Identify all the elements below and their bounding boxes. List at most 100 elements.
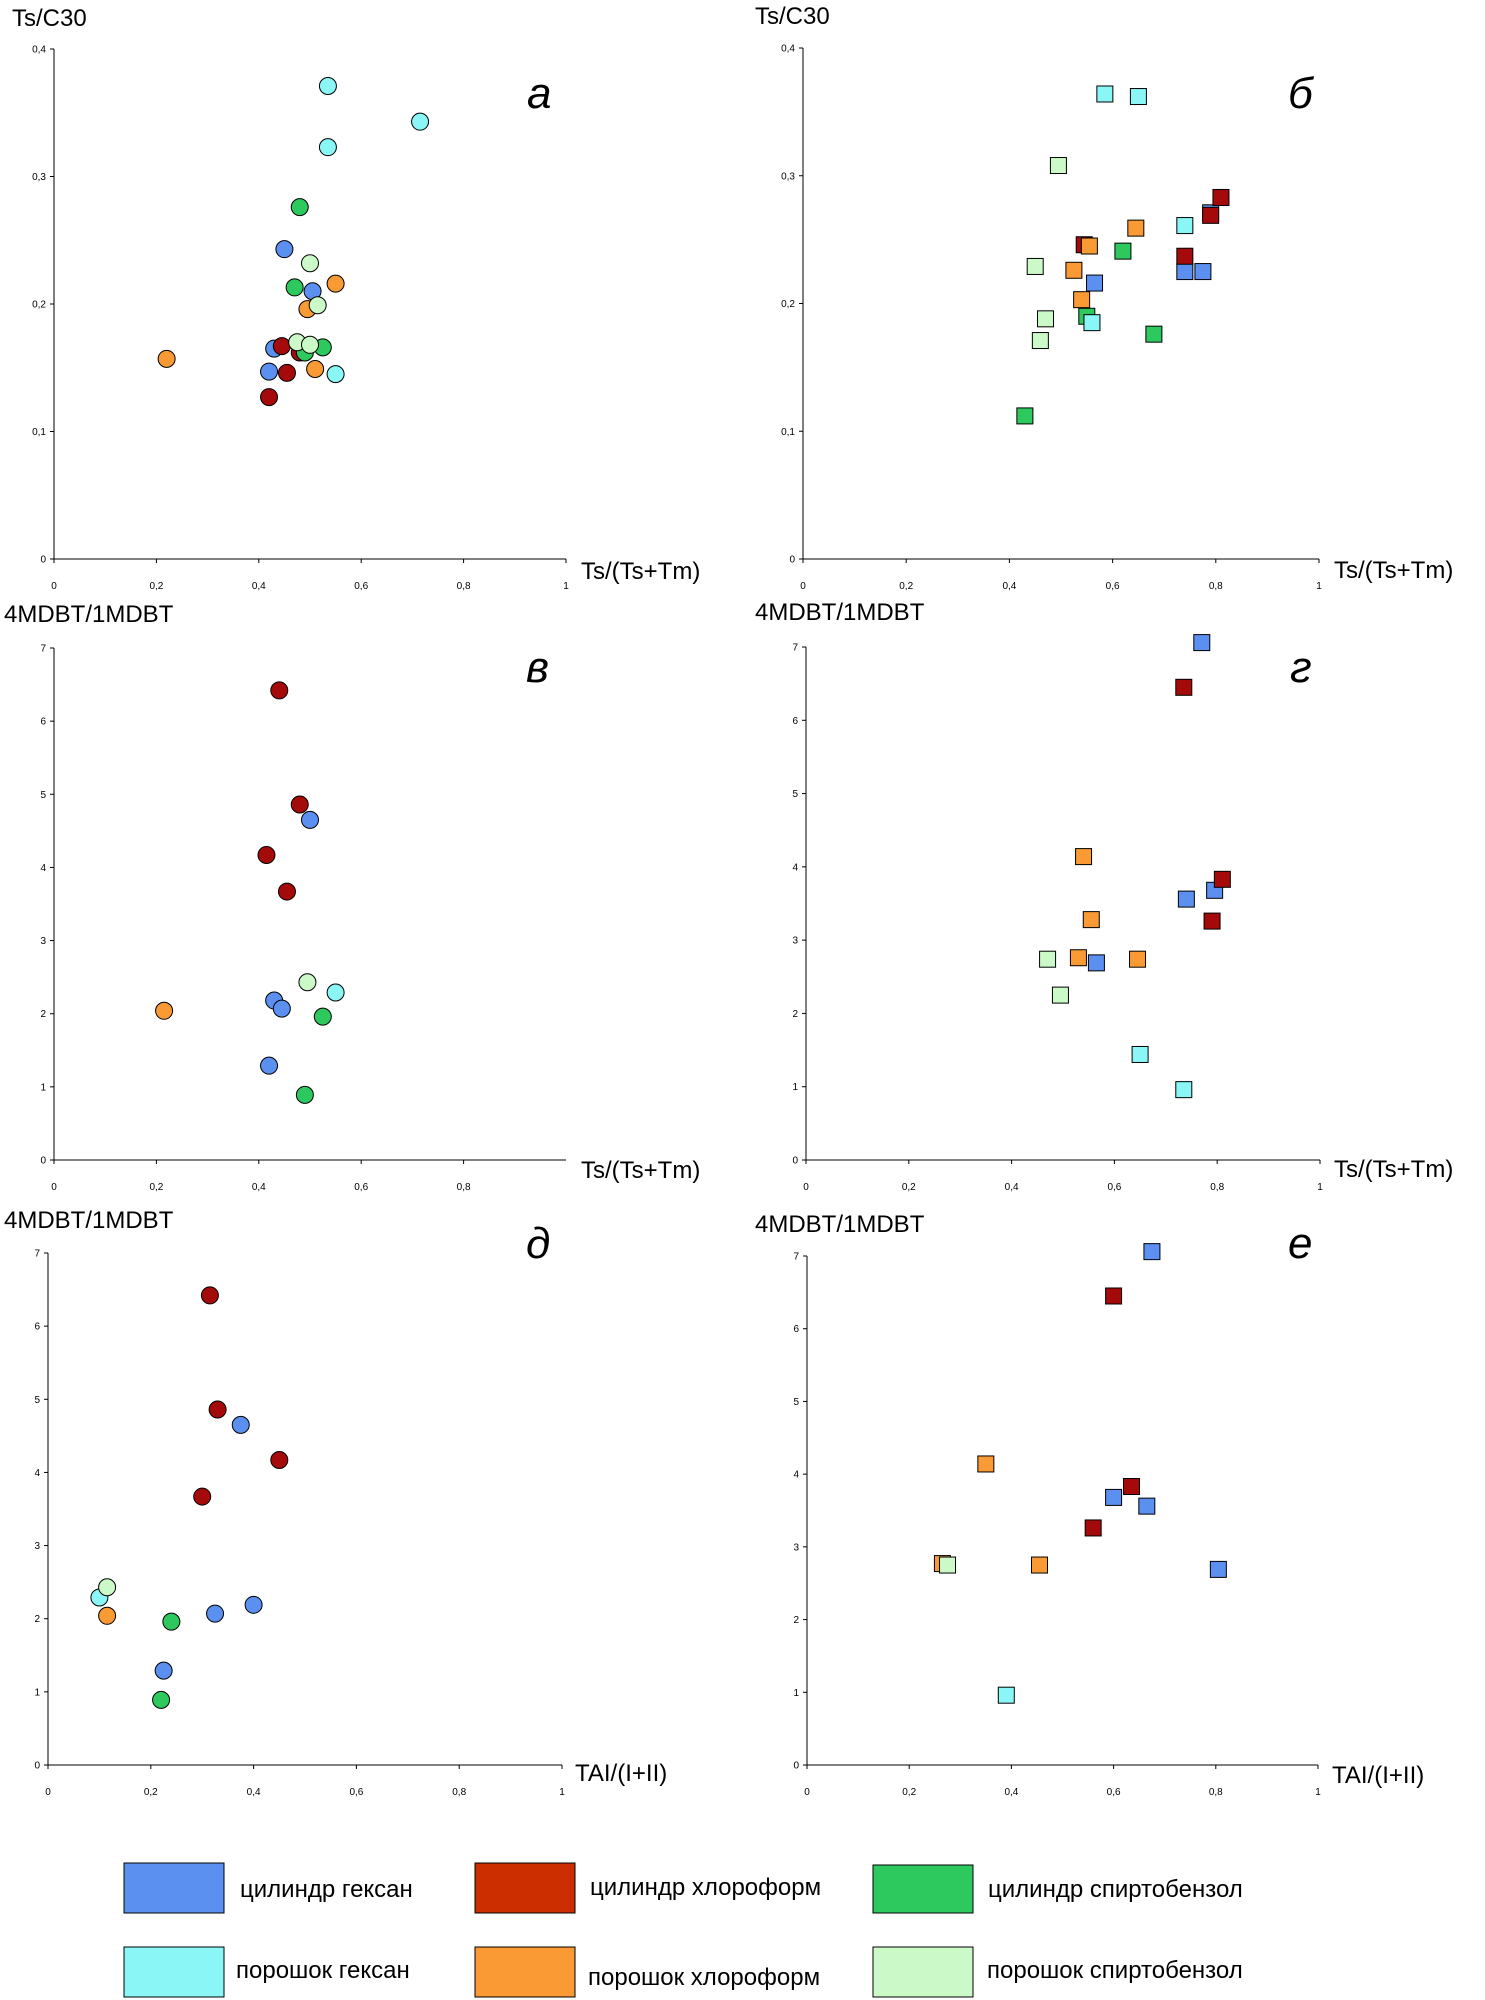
panel-v-y-tick-label: 6 xyxy=(40,717,46,728)
legend-label-powder-chloroform: порошок хлороформ xyxy=(588,1964,820,1991)
panel-b-y-tick-label: 0 xyxy=(789,555,795,566)
panel-b-point-powder-chloroform xyxy=(1127,219,1145,237)
panel-d-points xyxy=(90,1286,289,1709)
panel-v-x-tick-label: 0,4 xyxy=(252,1182,266,1193)
panel-e-point-cylinder-hexane xyxy=(1138,1497,1156,1515)
panel-e-y-tick-label: 1 xyxy=(793,1688,799,1699)
panel-e-point-cylinder-hexane xyxy=(1143,1243,1161,1261)
panel-v-point-cylinder-chloroform xyxy=(270,681,289,700)
panel-g-ylabel: 4MDBT/1MDBT xyxy=(755,599,925,626)
panel-g-point-cylinder-chloroform xyxy=(1175,678,1193,696)
panel-a-y-tick-label: 0 xyxy=(40,555,46,566)
panel-b-point-cylinder-hexane xyxy=(1176,263,1194,281)
panel-g-point-powder-alcoholbenzene xyxy=(1039,950,1057,968)
panel-b-y-tick-label: 0,3 xyxy=(781,171,795,182)
panel-d-x-tick-label: 0,8 xyxy=(452,1787,466,1798)
panel-d-x-tick-label: 0,4 xyxy=(247,1787,261,1798)
panel-d-point-cylinder-hexane xyxy=(206,1604,225,1623)
panel-e: 4MDBT/1MDBT TAI/(I+II) е 0 1 2 3 4 5 6 7 0 0,2 0,4… xyxy=(755,1211,1424,1798)
panel-a-point-cylinder-hexane xyxy=(275,240,294,259)
panel-v-point-cylinder-hexane xyxy=(301,810,319,829)
panel-g-point-powder-hexane xyxy=(1175,1081,1193,1099)
panel-g-x-tick-label: 0 xyxy=(803,1182,809,1193)
panel-e-point-powder-chloroform xyxy=(1031,1556,1049,1574)
panel-d-y-tick-label: 4 xyxy=(34,1468,40,1479)
panel-g-point-powder-alcoholbenzene xyxy=(1051,986,1069,1004)
panel-b-point-cylinder-chloroform xyxy=(1176,247,1194,265)
panel-a-points xyxy=(157,76,430,407)
panel-d-x-tick-label: 0,2 xyxy=(144,1787,158,1798)
panel-g: 4MDBT/1MDBT Ts/(Ts+Tm) г 0 1 2 3 4 5 6 7 0 0,2 0,4… xyxy=(755,599,1453,1193)
panel-b-point-powder-chloroform xyxy=(1065,261,1083,279)
panel-a-y-tick-label: 0,4 xyxy=(32,45,46,56)
panel-e-point-cylinder-hexane xyxy=(1105,1488,1123,1506)
panel-a-point-cylinder-alcoholbenzene xyxy=(285,278,304,297)
panel-e-xlabel: TAI/(I+II) xyxy=(1332,1762,1424,1789)
panel-d-xlabel: TAI/(I+II) xyxy=(575,1760,667,1787)
panel-e-y-tick-label: 3 xyxy=(793,1542,799,1553)
panel-g-point-powder-chloroform xyxy=(1075,848,1093,866)
panel-v-y-tick-label: 5 xyxy=(40,790,46,801)
panel-a-point-cylinder-alcoholbenzene xyxy=(290,198,309,217)
panel-b: Ts/C30 Ts/(Ts+Tm) б 0 0,1 0,2 0,3 0,4 0 0,2 0,4… xyxy=(755,3,1453,592)
panel-b-point-powder-hexane xyxy=(1176,217,1194,235)
panel-d-y-tick-label: 6 xyxy=(34,1322,40,1333)
panel-g-xlabel: Ts/(Ts+Tm) xyxy=(1334,1156,1453,1183)
panel-b-xlabel: Ts/(Ts+Tm) xyxy=(1334,557,1453,584)
legend-swatch-cylinder-chloroform xyxy=(474,1862,576,1914)
panel-v-y-tick-label: 7 xyxy=(40,644,46,655)
panel-g-y-tick-label: 4 xyxy=(792,862,798,873)
panel-a-ylabel: Ts/C30 xyxy=(12,5,87,32)
legend-swatch-powder-chloroform xyxy=(474,1946,576,1998)
panel-v-point-powder-alcoholbenzene xyxy=(298,973,317,992)
panel-e-letter: е xyxy=(1288,1219,1312,1268)
panel-g-y-tick-label: 2 xyxy=(792,1009,798,1020)
panel-a-x-tick-label: 0,4 xyxy=(252,581,266,592)
panel-b-point-powder-alcoholbenzene xyxy=(1026,257,1044,275)
panel-e-points xyxy=(933,1243,1227,1704)
panel-e-point-powder-chloroform xyxy=(977,1455,995,1473)
panel-e-x-tick-label: 0,8 xyxy=(1209,1787,1223,1798)
panel-v-point-cylinder-chloroform xyxy=(277,882,296,901)
panel-e-y-tick-label: 0 xyxy=(793,1761,799,1772)
panel-v-y-tick-label: 0 xyxy=(40,1156,46,1167)
panel-b-y-tick-label: 0,1 xyxy=(781,427,795,438)
panel-a-x-tick-label: 1 xyxy=(563,581,569,592)
panel-v-point-powder-chloroform xyxy=(155,1001,174,1020)
legend-label-cylinder-hexane: цилиндр гексан xyxy=(240,1876,413,1903)
panel-d-point-cylinder-chloroform xyxy=(193,1487,212,1506)
panel-v-x-tick-label: 0,8 xyxy=(457,1182,471,1193)
panel-b-point-powder-chloroform xyxy=(1080,237,1098,255)
panel-b-ylabel: Ts/C30 xyxy=(755,3,830,30)
panel-e-point-cylinder-chloroform xyxy=(1084,1519,1102,1537)
panel-a-xlabel: Ts/(Ts+Tm) xyxy=(581,558,700,585)
panel-e-x-tick-label: 0 xyxy=(804,1787,810,1798)
panel-b-x-tick-label: 1 xyxy=(1316,581,1322,592)
panel-g-point-cylinder-hexane xyxy=(1087,954,1105,972)
panel-g-x-tick-label: 1 xyxy=(1317,1182,1323,1193)
panel-e-y-tick-label: 5 xyxy=(793,1397,799,1408)
panel-a-point-cylinder-chloroform xyxy=(260,388,279,407)
panel-b-point-cylinder-chloroform xyxy=(1202,206,1220,224)
panel-g-point-powder-chloroform xyxy=(1069,949,1087,967)
panel-b-point-powder-alcoholbenzene xyxy=(1037,310,1055,328)
panel-g-point-powder-chloroform xyxy=(1129,950,1147,968)
panel-g-y-tick-label: 6 xyxy=(792,716,798,727)
panel-a-x-tick-label: 0 xyxy=(51,581,57,592)
panel-e-y-tick-label: 4 xyxy=(793,1470,799,1481)
panel-g-y-tick-label: 0 xyxy=(792,1156,798,1167)
legend-swatch-powder-alcoholbenzene xyxy=(872,1946,974,1998)
panel-g-point-cylinder-chloroform xyxy=(1213,870,1231,888)
panel-d-point-cylinder-chloroform xyxy=(208,1400,227,1419)
panel-d-point-cylinder-hexane xyxy=(244,1595,263,1614)
panel-v-point-powder-hexane xyxy=(326,983,345,1002)
panel-d-y-tick-label: 3 xyxy=(34,1541,40,1552)
panel-a-x-tick-label: 0,6 xyxy=(354,581,368,592)
panel-a-point-powder-alcoholbenzene xyxy=(308,296,327,315)
panel-d-y-tick-label: 2 xyxy=(34,1614,40,1625)
panel-v-y-tick-label: 1 xyxy=(40,1082,46,1093)
panel-b-letter: б xyxy=(1288,69,1315,118)
panel-d-point-powder-chloroform xyxy=(98,1606,117,1625)
panel-e-x-tick-label: 0,4 xyxy=(1004,1787,1018,1798)
